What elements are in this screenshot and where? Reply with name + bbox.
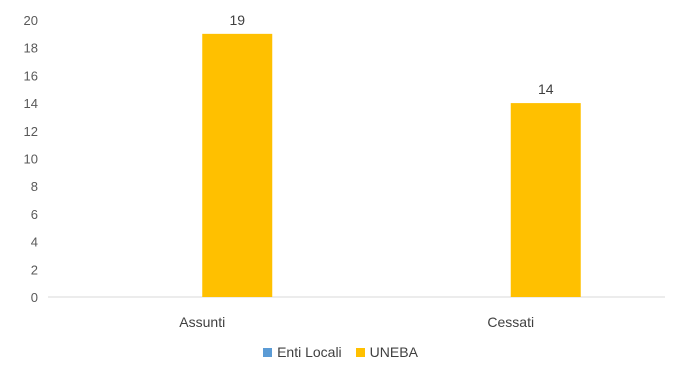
y-tick-label: 2 [31,262,38,277]
legend-swatch-uneba [355,347,365,357]
y-axis-ticks: 0 2 4 6 8 10 12 14 16 18 20 [24,13,38,305]
y-tick-label: 8 [31,179,38,194]
legend-swatch-enti-locali [263,347,273,357]
data-label: 19 [229,12,245,28]
legend-label-uneba: UNEBA [369,344,418,360]
legend: Enti Locali UNEBA [0,344,681,360]
y-tick-label: 6 [31,207,38,222]
bar-uneba-assunti [202,33,273,297]
bar-uneba-cessati [510,103,581,297]
category-label: Cessati [487,314,534,330]
legend-item-uneba: UNEBA [355,344,418,360]
legend-item-enti-locali: Enti Locali [263,344,342,360]
category-labels: Assunti Cessati [179,314,534,330]
y-tick-label: 10 [24,152,38,167]
y-tick-label: 14 [24,96,38,111]
y-tick-label: 0 [31,290,38,305]
data-label: 14 [538,81,554,97]
y-tick-label: 4 [31,235,38,250]
y-tick-label: 20 [24,13,38,28]
y-tick-label: 18 [24,41,38,56]
category-label: Assunti [179,314,225,330]
y-tick-label: 12 [24,124,38,139]
legend-label-enti-locali: Enti Locali [277,344,342,360]
y-tick-label: 16 [24,68,38,83]
